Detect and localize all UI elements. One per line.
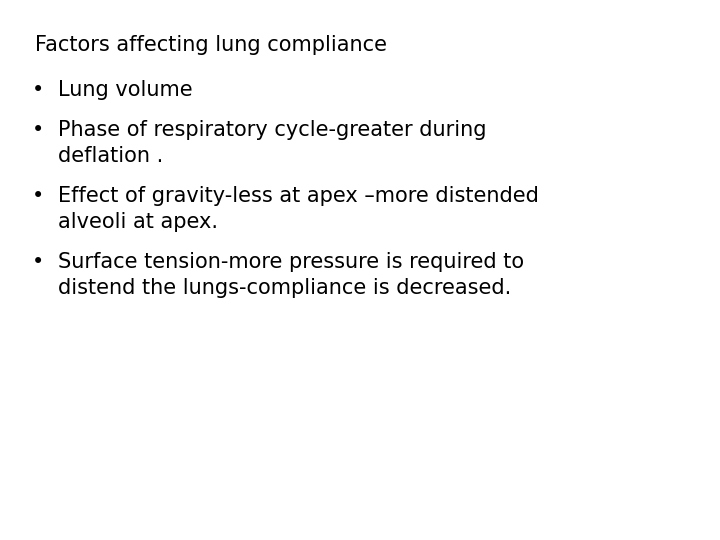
Text: Lung volume: Lung volume bbox=[58, 80, 193, 100]
Text: •: • bbox=[32, 80, 44, 100]
Text: Surface tension-more pressure is required to: Surface tension-more pressure is require… bbox=[58, 252, 524, 272]
Text: Factors affecting lung compliance: Factors affecting lung compliance bbox=[35, 35, 387, 55]
Text: deflation .: deflation . bbox=[58, 146, 163, 166]
Text: •: • bbox=[32, 252, 44, 272]
Text: distend the lungs-compliance is decreased.: distend the lungs-compliance is decrease… bbox=[58, 278, 511, 298]
Text: •: • bbox=[32, 120, 44, 140]
Text: Phase of respiratory cycle-greater during: Phase of respiratory cycle-greater durin… bbox=[58, 120, 487, 140]
Text: Effect of gravity-less at apex –more distended: Effect of gravity-less at apex –more dis… bbox=[58, 186, 539, 206]
Text: •: • bbox=[32, 186, 44, 206]
Text: alveoli at apex.: alveoli at apex. bbox=[58, 212, 218, 232]
